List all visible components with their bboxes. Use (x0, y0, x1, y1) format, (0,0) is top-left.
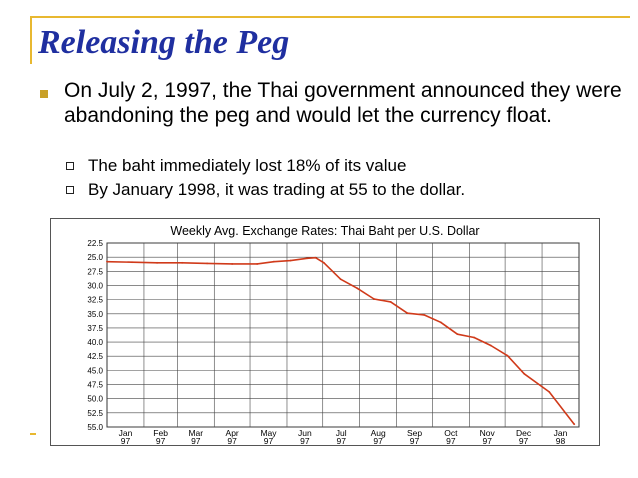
bottom-accent-mark (30, 433, 36, 435)
x-tick-month-label: Dec (516, 428, 532, 438)
y-tick-label: 40.0 (87, 338, 103, 347)
y-tick-label: 47.5 (87, 381, 103, 390)
x-tick-month-label: Jan (554, 428, 568, 438)
data-point (423, 314, 425, 316)
x-tick-year-label: 97 (121, 436, 131, 445)
x-tick-month-label: Nov (480, 428, 496, 438)
data-point (339, 278, 342, 281)
data-point (323, 261, 325, 264)
x-tick-month-label: Mar (188, 428, 203, 438)
y-tick-label: 42.5 (87, 352, 103, 361)
left-accent-line (30, 16, 32, 64)
x-tick-year-label: 97 (300, 436, 310, 445)
data-point (106, 260, 108, 263)
data-point (231, 263, 234, 265)
x-tick-month-label: May (260, 428, 277, 438)
hollow-square-bullet-icon (66, 186, 74, 194)
data-point (506, 354, 509, 357)
data-point (306, 257, 309, 260)
data-point (156, 261, 158, 264)
data-point (181, 261, 183, 264)
data-point (373, 298, 375, 300)
x-tick-year-label: 97 (482, 436, 492, 445)
data-point (573, 423, 576, 426)
y-tick-label: 35.0 (87, 310, 103, 319)
x-tick-year-label: 97 (446, 436, 456, 445)
x-tick-month-label: Feb (153, 428, 168, 438)
data-point (131, 261, 133, 264)
y-tick-label: 45.0 (87, 366, 103, 375)
x-tick-year-label: 97 (519, 436, 529, 445)
x-tick-year-label: 97 (191, 436, 201, 445)
exchange-rate-series-line (106, 256, 575, 425)
sub-bullet-text-1: The baht immediately lost 18% of its val… (88, 156, 407, 175)
data-point (389, 300, 392, 303)
data-point (406, 312, 409, 315)
data-point (548, 390, 551, 393)
data-point (206, 262, 209, 265)
data-point (356, 287, 359, 290)
y-tick-label: 37.5 (87, 324, 103, 333)
y-tick-label: 22.5 (87, 239, 103, 248)
x-tick-month-label: Jan (119, 428, 133, 438)
x-tick-month-label: Oct (444, 428, 458, 438)
y-tick-label: 55.0 (87, 423, 103, 432)
data-point (473, 336, 476, 339)
data-point (489, 344, 492, 347)
x-tick-year-label: 97 (336, 436, 346, 445)
main-bullet-text: On July 2, 1997, the Thai government ann… (64, 79, 622, 127)
y-tick-label: 27.5 (87, 267, 103, 276)
x-tick-month-label: Jun (298, 428, 312, 438)
y-tick-label: 32.5 (87, 296, 103, 305)
y-tick-label: 25.0 (87, 253, 103, 262)
data-point (314, 256, 317, 259)
y-tick-label: 30.0 (87, 281, 103, 290)
hollow-square-bullet-icon (66, 162, 74, 170)
x-tick-year-label: 97 (227, 436, 237, 445)
x-tick-month-label: Aug (371, 428, 386, 438)
exchange-rate-chart: Weekly Avg. Exchange Rates: Thai Baht pe… (87, 224, 580, 446)
data-point (523, 372, 526, 375)
data-point (439, 321, 442, 324)
data-point (289, 259, 292, 262)
x-tick-year-label: 97 (373, 436, 383, 445)
x-tick-year-label: 97 (264, 436, 274, 445)
y-tick-label: 52.5 (87, 409, 103, 418)
data-point (456, 333, 459, 336)
x-tick-month-label: Jul (336, 428, 347, 438)
data-point (256, 263, 259, 265)
sub-bullet-text-2: By January 1998, it was trading at 55 to… (88, 180, 466, 199)
exchange-rate-chart-frame: Weekly Avg. Exchange Rates: Thai Baht pe… (50, 218, 600, 446)
top-accent-line (30, 16, 630, 18)
plot-area (106, 242, 580, 428)
y-tick-label: 50.0 (87, 395, 103, 404)
x-tick-year-label: 97 (410, 436, 420, 445)
x-tick-month-label: Apr (226, 428, 239, 438)
x-tick-month-label: Sep (407, 428, 422, 438)
chart-title: Weekly Avg. Exchange Rates: Thai Baht pe… (170, 224, 479, 238)
x-tick-year-label: 98 (556, 436, 566, 445)
square-bullet-icon (40, 90, 48, 98)
x-tick-year-label: 97 (156, 436, 166, 445)
data-point (272, 260, 275, 263)
slide-title: Releasing the Peg (38, 24, 290, 61)
